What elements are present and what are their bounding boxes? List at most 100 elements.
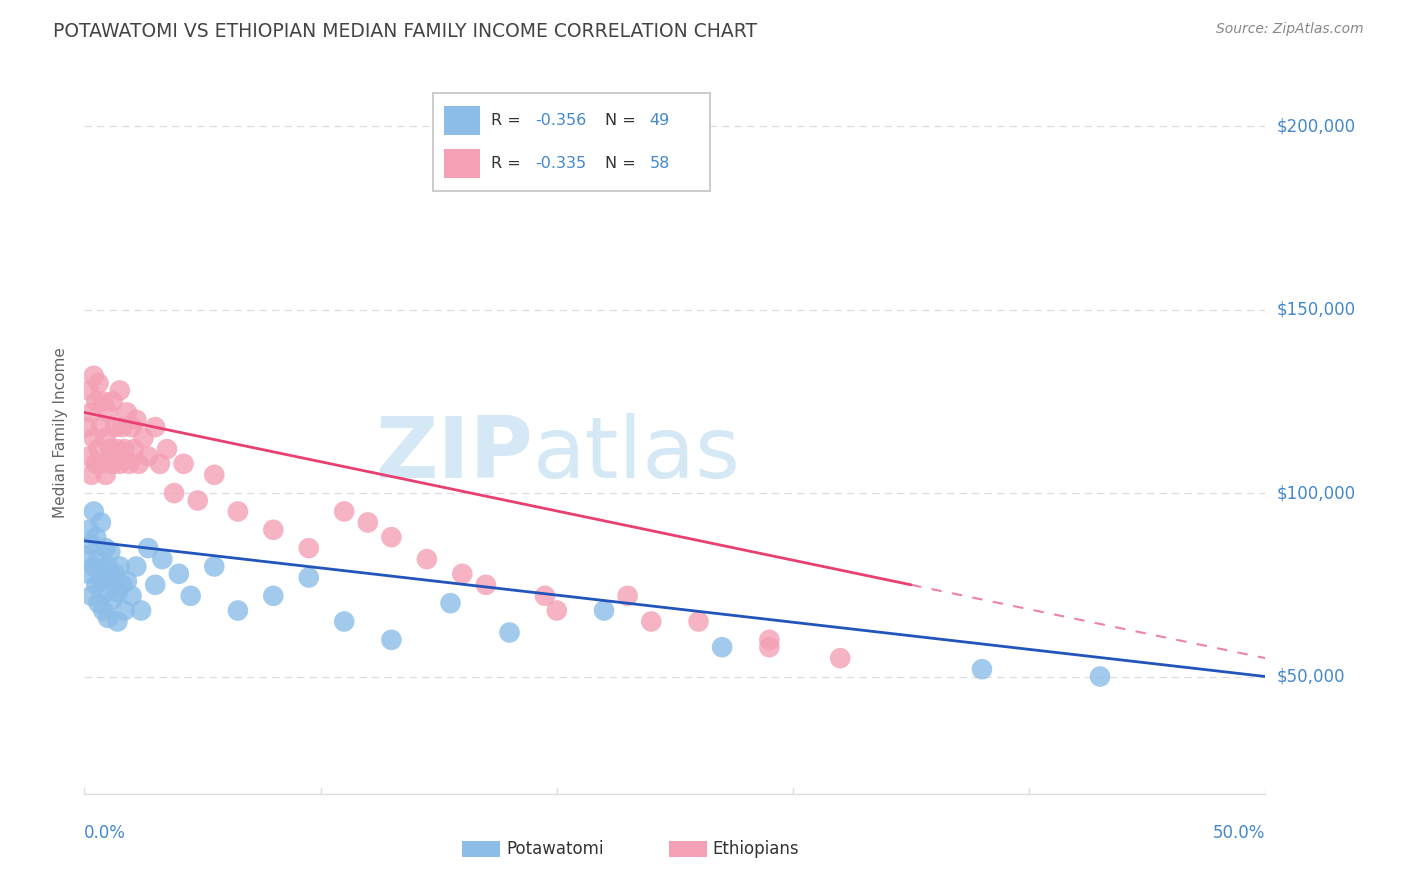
Point [136, 450, 159, 464]
Text: atlas: atlas [533, 413, 741, 496]
Point [94, 467, 117, 482]
Point [121, 589, 143, 603]
Point [149, 457, 172, 471]
Point [136, 541, 159, 556]
Point [125, 559, 148, 574]
Point [167, 566, 190, 581]
Point [107, 442, 129, 457]
Point [83, 559, 105, 574]
Point [115, 574, 138, 589]
Point [77, 566, 100, 581]
Point [90, 457, 112, 471]
Point [226, 504, 249, 518]
Text: $50,000: $50,000 [1277, 667, 1346, 686]
Point [380, 530, 402, 544]
Point [114, 442, 136, 457]
Point [640, 615, 662, 629]
Point [80, 589, 103, 603]
Point [143, 578, 166, 592]
Text: Source: ZipAtlas.com: Source: ZipAtlas.com [1216, 22, 1364, 37]
Point [202, 467, 225, 482]
Point [333, 615, 356, 629]
Point [202, 559, 225, 574]
Point [94, 431, 117, 445]
Point [128, 457, 150, 471]
Point [830, 651, 852, 665]
Point [101, 394, 124, 409]
Point [357, 516, 380, 530]
Point [104, 566, 127, 581]
Point [758, 640, 780, 655]
Point [226, 603, 249, 617]
Text: 50.0%: 50.0% [1213, 824, 1265, 842]
Point [101, 592, 124, 607]
Point [91, 394, 114, 409]
Point [97, 611, 120, 625]
Point [298, 541, 321, 556]
Point [187, 493, 209, 508]
Point [333, 504, 356, 518]
Point [98, 545, 121, 559]
Point [107, 615, 129, 629]
Point [173, 457, 195, 471]
Point [91, 603, 114, 617]
Point [475, 578, 498, 592]
Point [97, 559, 120, 574]
Point [98, 442, 121, 457]
Point [90, 420, 112, 434]
Point [80, 405, 103, 419]
Text: $150,000: $150,000 [1277, 301, 1355, 318]
Point [87, 552, 110, 566]
Point [758, 632, 780, 647]
Point [1088, 669, 1111, 683]
Point [83, 368, 105, 383]
Bar [669, 841, 707, 856]
Point [77, 384, 100, 398]
Point [101, 457, 124, 471]
Point [97, 405, 120, 419]
Point [125, 413, 148, 427]
Point [104, 420, 127, 434]
Point [416, 552, 439, 566]
Point [108, 384, 131, 398]
Point [84, 457, 107, 471]
Point [180, 589, 202, 603]
Point [94, 585, 117, 599]
Point [118, 457, 141, 471]
Point [108, 457, 131, 471]
Point [534, 589, 557, 603]
Point [84, 394, 107, 409]
Point [80, 467, 103, 482]
Point [262, 589, 284, 603]
Point [150, 552, 173, 566]
Text: Ethiopians: Ethiopians [713, 839, 799, 858]
Point [129, 603, 152, 617]
Point [498, 625, 520, 640]
Point [84, 578, 107, 592]
Point [84, 530, 107, 544]
Point [91, 563, 114, 577]
Point [451, 566, 474, 581]
Point [156, 442, 179, 457]
Point [163, 486, 186, 500]
Point [83, 431, 105, 445]
Point [593, 603, 616, 617]
Point [970, 662, 993, 676]
Point [262, 523, 284, 537]
Point [121, 420, 143, 434]
Point [76, 549, 98, 563]
Point [115, 405, 138, 419]
Point [380, 632, 402, 647]
Point [711, 640, 734, 655]
Point [80, 537, 103, 551]
Text: $200,000: $200,000 [1277, 118, 1355, 136]
Point [132, 431, 155, 445]
Point [90, 574, 112, 589]
Text: ZIP: ZIP [375, 413, 533, 496]
Point [108, 559, 131, 574]
Point [87, 596, 110, 610]
Text: 0.0%: 0.0% [84, 824, 127, 842]
Point [76, 420, 98, 434]
Text: $100,000: $100,000 [1277, 484, 1355, 502]
Point [111, 578, 134, 592]
